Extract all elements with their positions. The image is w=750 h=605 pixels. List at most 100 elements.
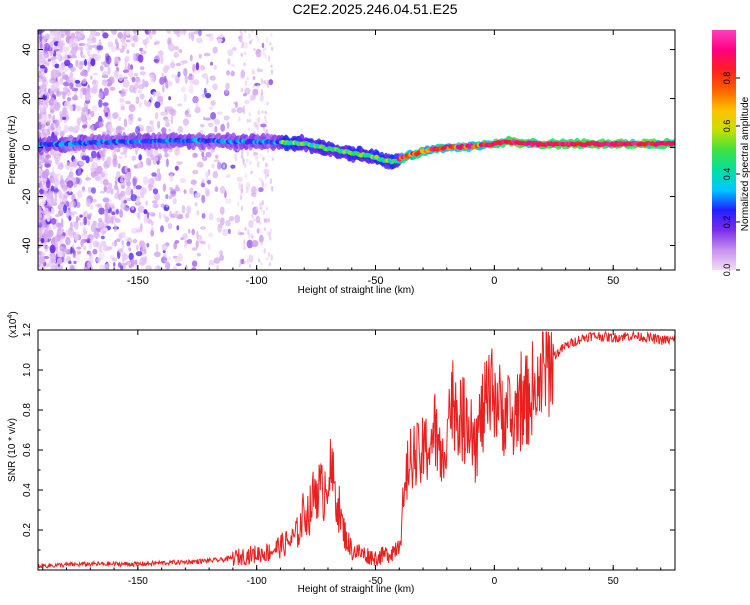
spectrogram-speckle bbox=[203, 116, 206, 121]
spectrogram-speckle bbox=[56, 251, 59, 255]
spectrogram-speckle bbox=[240, 188, 244, 194]
spectrogram-speckle bbox=[145, 200, 148, 206]
spectrogram-speckle bbox=[258, 221, 262, 225]
spectrogram-speckle bbox=[120, 175, 125, 179]
spectrogram-speckle bbox=[208, 259, 216, 266]
spectrogram-speckle bbox=[94, 54, 102, 61]
spectrogram-speckle bbox=[118, 74, 124, 82]
spectrogram-speckle bbox=[268, 262, 272, 267]
spectrogram-speckle bbox=[248, 111, 251, 117]
spectrogram-speckle bbox=[202, 155, 208, 162]
spectrogram-speckle bbox=[63, 81, 70, 87]
spectrogram-y-tick-label: -40 bbox=[21, 238, 33, 254]
spectrogram-speckle bbox=[262, 127, 266, 132]
spectrogram-speckle bbox=[129, 64, 134, 70]
spectrogram-speckle bbox=[103, 79, 108, 83]
spectrogram-speckle bbox=[178, 49, 183, 53]
snr-multiplier-close: ) bbox=[8, 311, 19, 314]
spectrogram-speckle bbox=[92, 198, 97, 203]
spectrogram-speckle bbox=[148, 30, 152, 34]
spectrogram-speckle bbox=[227, 228, 231, 235]
colorbar-tick-label: 0.2 bbox=[722, 216, 732, 229]
spectrogram-speckle bbox=[269, 178, 273, 185]
spectrogram-speckle bbox=[70, 211, 78, 215]
spectrogram-speckle bbox=[39, 243, 47, 248]
spectrogram-speckle bbox=[123, 175, 131, 183]
spectrogram-speckle bbox=[135, 77, 142, 84]
spectrogram-ridge-core bbox=[670, 141, 675, 146]
spectrogram-speckle bbox=[257, 110, 260, 115]
snr-x-label: Height of straight line (km) bbox=[298, 584, 415, 595]
spectrogram-speckle bbox=[90, 30, 97, 37]
spectrogram-speckle bbox=[40, 200, 44, 210]
spectrogram-speckle bbox=[94, 157, 102, 162]
spectrogram-speckle bbox=[64, 30, 71, 37]
spectrogram-speckle bbox=[182, 233, 188, 240]
spectrogram-speckle bbox=[173, 51, 179, 59]
colorbar-tick-label: 0.0 bbox=[722, 264, 732, 277]
spectrogram-speckle bbox=[102, 71, 108, 79]
spectrogram-speckle bbox=[264, 110, 267, 115]
svg-text:(x104): (x104) bbox=[7, 311, 19, 338]
spectrogram-speckle bbox=[52, 224, 57, 230]
spectrogram-speckle bbox=[154, 251, 161, 258]
spectrogram-speckle bbox=[155, 243, 159, 252]
spectrogram-speckle bbox=[132, 30, 139, 33]
spectrogram-speckle bbox=[150, 230, 155, 237]
spectrogram-speckle bbox=[84, 58, 87, 67]
spectrogram-speckle bbox=[154, 111, 159, 120]
spectrogram-speckle bbox=[111, 211, 116, 215]
spectrogram-speckle bbox=[81, 115, 86, 122]
spectrogram-speckle bbox=[43, 113, 50, 123]
spectrogram-speckle bbox=[173, 241, 178, 250]
spectrogram-speckle bbox=[196, 209, 200, 216]
spectrogram-speckle bbox=[146, 242, 150, 248]
spectrogram-speckle bbox=[92, 248, 98, 255]
spectrogram-speckle bbox=[70, 54, 77, 59]
spectrogram-speckle bbox=[71, 95, 79, 101]
spectrogram-speckle bbox=[265, 206, 269, 211]
spectrogram-speckle bbox=[49, 50, 53, 57]
spectrogram-speckle bbox=[165, 158, 169, 168]
spectrogram-speckle bbox=[145, 101, 151, 107]
spectrogram-speckle bbox=[69, 246, 73, 255]
spectrogram-speckle bbox=[195, 106, 201, 110]
spectrogram-speckle bbox=[98, 207, 105, 215]
spectrogram-speckle bbox=[72, 37, 79, 44]
spectrogram-speckle bbox=[57, 80, 63, 85]
spectrogram-speckle bbox=[265, 36, 269, 44]
spectrogram-speckle bbox=[91, 105, 98, 113]
spectrogram-speckle bbox=[91, 187, 96, 194]
spectrogram-speckle bbox=[115, 208, 119, 215]
spectrogram-speckle bbox=[160, 56, 164, 64]
spectrogram-speckle bbox=[264, 182, 267, 188]
spectrogram-speckle bbox=[236, 216, 240, 222]
spectrogram-speckle bbox=[134, 259, 138, 266]
spectrogram-speckle bbox=[93, 124, 97, 130]
spectrogram-speckle bbox=[240, 154, 244, 159]
spectrogram-speckle bbox=[242, 158, 245, 166]
spectrogram-speckle bbox=[118, 248, 124, 254]
spectrogram-speckle bbox=[50, 262, 57, 267]
spectrogram-speckle bbox=[267, 82, 270, 89]
spectrogram-speckle bbox=[239, 73, 242, 79]
spectrogram-speckle bbox=[244, 163, 247, 169]
spectrogram-speckle bbox=[107, 66, 111, 76]
spectrogram-speckle bbox=[209, 33, 214, 42]
spectrogram-speckle bbox=[122, 262, 126, 270]
spectrogram-speckle bbox=[191, 260, 198, 268]
spectrogram-speckle bbox=[136, 162, 142, 169]
spectrogram-speckle bbox=[113, 262, 116, 267]
spectrogram-speckle bbox=[45, 192, 53, 198]
spectrogram-speckle bbox=[154, 193, 161, 201]
spectrogram-speckle bbox=[216, 264, 219, 270]
spectrogram-ridge bbox=[38, 131, 675, 170]
spectrogram-speckle bbox=[69, 221, 73, 231]
spectrogram-speckle bbox=[151, 172, 157, 177]
spectrogram-speckle bbox=[124, 100, 132, 105]
spectrogram-speckle bbox=[98, 121, 104, 128]
spectrogram-speckle bbox=[113, 223, 117, 233]
spectrogram-speckle bbox=[204, 187, 209, 191]
spectrogram-speckle bbox=[170, 115, 174, 125]
snr-multiplier-exponent: 4 bbox=[7, 315, 14, 319]
